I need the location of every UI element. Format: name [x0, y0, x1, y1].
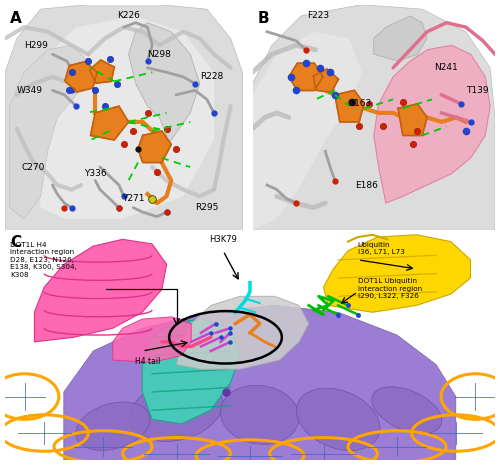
Polygon shape	[90, 106, 128, 140]
Text: DOT1L Ubiquitin
interaction region
I290, L322, F326: DOT1L Ubiquitin interaction region I290,…	[358, 278, 422, 299]
Polygon shape	[64, 306, 456, 460]
Ellipse shape	[296, 388, 380, 451]
Text: W349: W349	[17, 86, 43, 95]
Text: H3K79: H3K79	[209, 235, 237, 244]
Polygon shape	[113, 317, 191, 362]
Ellipse shape	[372, 387, 442, 434]
Text: H4 tail: H4 tail	[135, 357, 160, 365]
Polygon shape	[176, 296, 309, 369]
Polygon shape	[128, 23, 200, 163]
Text: N298: N298	[148, 50, 172, 59]
Text: E186: E186	[355, 180, 378, 190]
Text: H299: H299	[24, 41, 48, 50]
Polygon shape	[65, 61, 97, 92]
Polygon shape	[29, 16, 214, 219]
Text: F223: F223	[307, 12, 329, 20]
Polygon shape	[374, 45, 490, 203]
Text: R295: R295	[195, 203, 218, 212]
Text: A: A	[10, 12, 22, 27]
Polygon shape	[335, 90, 364, 122]
Text: Y336: Y336	[84, 169, 106, 178]
Text: Y271: Y271	[122, 194, 144, 203]
Polygon shape	[90, 60, 114, 83]
Polygon shape	[314, 69, 338, 92]
Polygon shape	[289, 63, 323, 91]
Polygon shape	[5, 5, 242, 230]
Text: K226: K226	[117, 12, 140, 20]
Text: C270: C270	[22, 163, 45, 172]
Text: N241: N241	[434, 63, 458, 72]
Text: R228: R228	[200, 73, 223, 81]
Polygon shape	[324, 235, 470, 312]
Polygon shape	[34, 239, 166, 342]
Text: Ubiquitin
I36, L71, L73: Ubiquitin I36, L71, L73	[358, 242, 405, 255]
Polygon shape	[10, 45, 88, 219]
Polygon shape	[252, 32, 362, 230]
Polygon shape	[398, 104, 427, 135]
Text: C: C	[10, 235, 21, 250]
Polygon shape	[5, 232, 495, 460]
Text: DOT1L H4
interaction region
D28, E123, N126,
E138, K300, S304,
K308: DOT1L H4 interaction region D28, E123, N…	[10, 242, 77, 278]
Polygon shape	[252, 5, 495, 230]
Ellipse shape	[130, 379, 222, 441]
Polygon shape	[142, 319, 240, 424]
Text: T139: T139	[466, 86, 488, 95]
Polygon shape	[374, 16, 427, 61]
Ellipse shape	[220, 385, 299, 445]
Text: B: B	[258, 12, 269, 27]
Text: G163: G163	[347, 100, 372, 108]
Ellipse shape	[76, 402, 150, 450]
Polygon shape	[138, 131, 171, 163]
